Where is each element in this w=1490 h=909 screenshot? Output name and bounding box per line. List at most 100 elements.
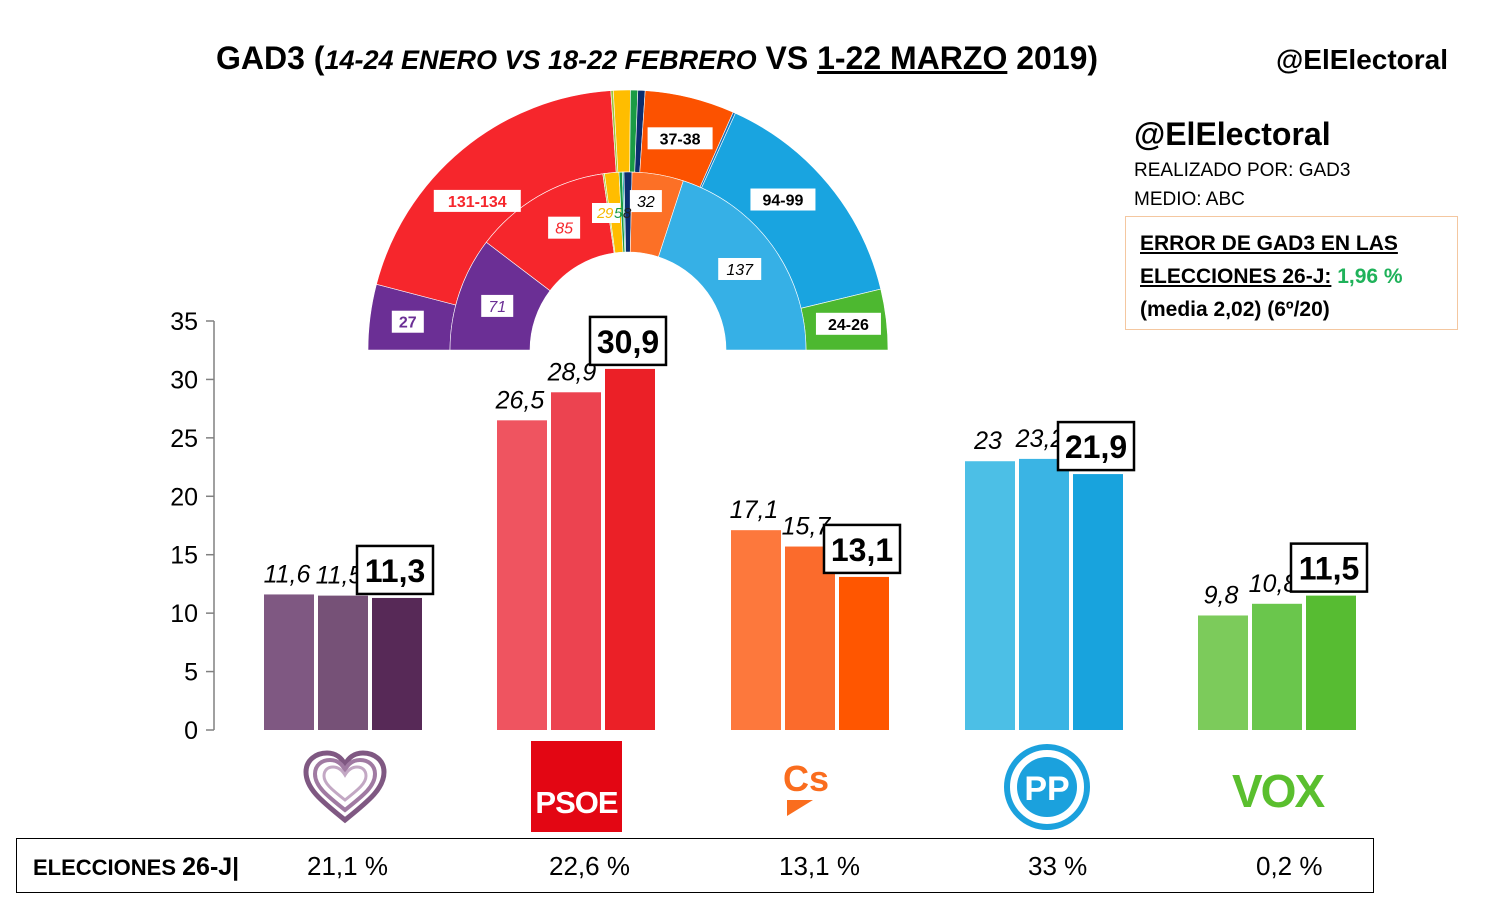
hemicycle-small-label: 5 bbox=[614, 205, 623, 222]
hemicycle-label-bg bbox=[750, 188, 816, 211]
bar bbox=[318, 595, 368, 730]
title-suffix: 2019) bbox=[1007, 40, 1099, 76]
bar bbox=[1198, 615, 1248, 730]
results-label-text: ELECCIONES bbox=[33, 855, 183, 880]
realizado-text: REALIZADO POR: GAD3 bbox=[1134, 160, 1351, 181]
y-tick-label: 15 bbox=[170, 542, 198, 570]
bar bbox=[965, 461, 1015, 730]
results-label-big: 26-J| bbox=[182, 853, 240, 881]
bar bbox=[1019, 458, 1069, 730]
data-label-box bbox=[355, 544, 435, 596]
data-label: 11,6 bbox=[264, 560, 311, 588]
data-label: 10,8 bbox=[1249, 570, 1298, 598]
hemicycle-label: 27 bbox=[399, 315, 417, 332]
psoe-logo: PSOE bbox=[531, 741, 622, 832]
bar bbox=[551, 392, 601, 730]
data-label-highlight: 11,5 bbox=[1299, 551, 1360, 587]
bar bbox=[497, 420, 547, 730]
data-label-highlight: 30,9 bbox=[597, 324, 659, 360]
result-cs: 13,1 % bbox=[779, 851, 860, 881]
hemicycle-label-bg bbox=[718, 257, 762, 280]
hemicycle-small-label: 2 bbox=[596, 205, 606, 222]
result-pp: 33 % bbox=[1028, 851, 1088, 881]
data-label: 11,5 bbox=[316, 562, 363, 590]
data-label: 28,9 bbox=[547, 358, 597, 386]
y-tick-label: 35 bbox=[170, 308, 198, 336]
data-label: 23 bbox=[973, 427, 1002, 455]
hemicycle-label: 24-26 bbox=[828, 317, 869, 334]
hemicycle-label: 85 bbox=[555, 221, 573, 238]
bar bbox=[264, 594, 314, 730]
error-line2: ELECCIONES 26-J: bbox=[1140, 265, 1332, 288]
cs-logo: Cs bbox=[783, 758, 829, 818]
y-tick-label: 25 bbox=[170, 425, 198, 453]
error-line1: ERROR DE GAD3 EN LAS bbox=[1140, 232, 1398, 255]
data-label-highlight: 13,1 bbox=[831, 532, 893, 568]
cs-arrow-icon bbox=[787, 800, 813, 816]
title-prefix: GAD3 ( bbox=[216, 40, 325, 76]
psoe-logo-text: PSOE bbox=[535, 785, 618, 820]
page-title: GAD3 (14-24 ENERO VS 18-22 FEBRERO VS 1-… bbox=[216, 40, 1098, 77]
results-label: ELECCIONES 26-J| bbox=[33, 853, 239, 882]
hemicycle-label-bg bbox=[433, 189, 521, 212]
results-26j-row: ELECCIONES 26-J| 21,1 % 22,6 % 13,1 % 33… bbox=[16, 838, 1374, 893]
error-value: 1,96 % bbox=[1331, 265, 1403, 288]
data-label: 17,1 bbox=[730, 496, 779, 524]
hemicycle-label: 131-134 bbox=[448, 194, 507, 211]
error-box: ERROR DE GAD3 EN LAS ELECCIONES 26-J: 1,… bbox=[1125, 216, 1458, 330]
bar bbox=[785, 546, 835, 730]
hemicycle-label-bg bbox=[548, 216, 581, 239]
bar bbox=[372, 597, 422, 730]
hemicycle-label-bg bbox=[481, 294, 514, 317]
y-tick-label: 30 bbox=[170, 366, 198, 394]
vox-logo: VOX bbox=[1232, 765, 1325, 817]
title-current-period: 1-22 MARZO bbox=[817, 40, 1008, 76]
bar bbox=[731, 530, 781, 730]
title-periods: 14-24 ENERO VS 18-22 FEBRERO bbox=[324, 45, 757, 75]
pp-logo: PP bbox=[1004, 744, 1090, 830]
y-tick-label: 10 bbox=[170, 600, 198, 628]
hemicycle-label: 37-38 bbox=[660, 131, 701, 148]
bar bbox=[1306, 595, 1356, 730]
medio-text: MEDIO: ABC bbox=[1134, 189, 1245, 210]
data-label-box bbox=[588, 315, 668, 367]
data-label-highlight: 21,9 bbox=[1065, 429, 1127, 465]
result-podemos: 21,1 % bbox=[307, 851, 388, 881]
hemicycle-label-bg bbox=[391, 310, 424, 333]
result-vox: 0,2 % bbox=[1256, 851, 1323, 881]
data-label-highlight: 11,3 bbox=[365, 553, 426, 589]
data-label-box bbox=[1056, 420, 1136, 472]
cs-logo-text: Cs bbox=[783, 758, 830, 799]
handle-top: @ElElectoral bbox=[1276, 44, 1449, 75]
data-label-box bbox=[822, 523, 902, 575]
result-psoe: 22,6 % bbox=[549, 851, 630, 881]
heart-icon bbox=[303, 750, 387, 824]
hemicycle-small-label: 8 bbox=[623, 205, 632, 222]
hemicycle-small-label-bg bbox=[592, 203, 620, 223]
y-tick-label: 20 bbox=[170, 483, 198, 511]
data-label: 23,2 bbox=[1015, 425, 1065, 453]
hemicycle: 27 131-134 37-38 94-99 24-26 71 85 32 137 2 9 5 8 bbox=[367, 89, 889, 351]
bar bbox=[839, 576, 889, 730]
y-tick-label: 0 bbox=[184, 717, 198, 745]
bar bbox=[1073, 474, 1123, 730]
hemicycle-label: 137 bbox=[726, 262, 754, 279]
data-label-box bbox=[1289, 542, 1369, 593]
bar bbox=[605, 368, 655, 730]
error-line3: (media 2,02) (6º/20) bbox=[1140, 298, 1330, 321]
bar bbox=[1252, 603, 1302, 730]
data-label: 26,5 bbox=[495, 386, 545, 414]
title-vs: VS bbox=[756, 40, 818, 76]
hemicycle-label: 94-99 bbox=[762, 193, 803, 210]
y-tick-label: 5 bbox=[184, 659, 198, 687]
handle-side: @ElElectoral bbox=[1134, 116, 1331, 152]
bars: 11,6 11,5 11,326,528,930,917,115,713,123 23… bbox=[264, 315, 1369, 730]
pp-logo-text: PP bbox=[1024, 770, 1069, 808]
hemicycle-label: 32 bbox=[637, 194, 655, 211]
hemicycle-label-bg bbox=[629, 190, 662, 213]
hemicycle-label-bg bbox=[647, 127, 713, 150]
y-axis: 0 5 10 15 20 25 30 35 bbox=[170, 308, 215, 745]
hemicycle-label-bg bbox=[815, 312, 881, 335]
hemicycle-label: 71 bbox=[488, 299, 506, 316]
